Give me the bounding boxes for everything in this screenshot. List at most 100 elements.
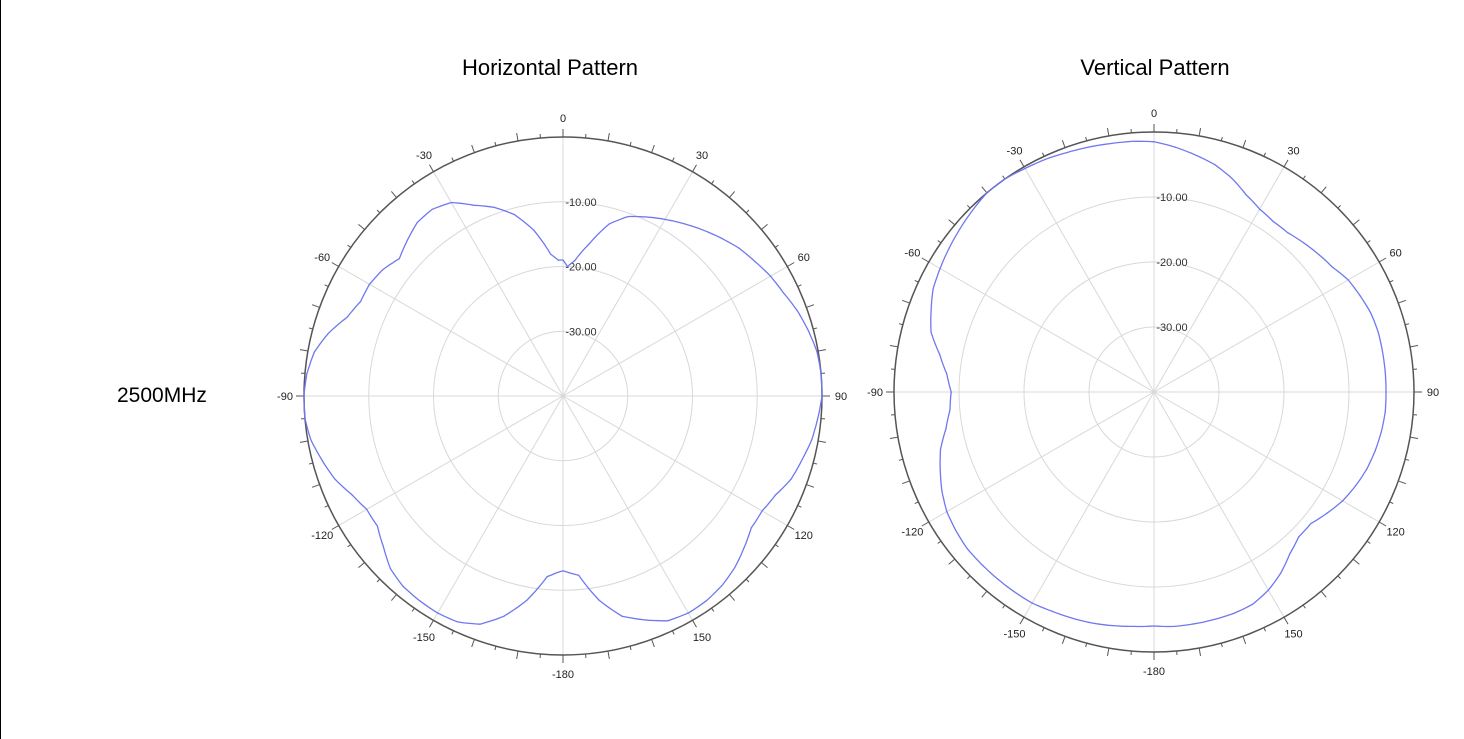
- horizontal-angle-label-1: 30: [696, 150, 708, 162]
- horizontal-tick-50: [761, 223, 768, 230]
- horizontal-data-point: [406, 239, 408, 241]
- vertical-data-point: [1013, 591, 1015, 593]
- horizontal-spoke-150: [562, 395, 693, 621]
- vertical-data-point: [945, 428, 947, 430]
- vertical-data-point: [1131, 140, 1133, 142]
- vertical-data-point: [1194, 623, 1196, 625]
- horizontal-tick-110: [806, 484, 815, 488]
- vertical-data-point: [949, 409, 951, 411]
- horizontal-data-point: [761, 510, 763, 512]
- vertical-tick-240: [921, 521, 930, 527]
- vertical-ring-label-2: -30.00: [1156, 322, 1187, 334]
- vertical-data-point: [1174, 146, 1176, 148]
- horizontal-data-point: [306, 373, 308, 375]
- vertical-tick-190: [1106, 647, 1110, 657]
- vertical-angle-label-1: 30: [1287, 145, 1299, 157]
- horizontal-data-point: [376, 525, 378, 527]
- vertical-data-point: [1245, 194, 1247, 196]
- horizontal-tick-195: [494, 646, 497, 651]
- horizontal-data-point: [568, 572, 570, 574]
- vertical-tick-310: [948, 219, 956, 226]
- vertical-data-point: [1071, 617, 1073, 619]
- horizontal-tick-285: [308, 327, 313, 330]
- vertical-data-point: [1259, 208, 1261, 210]
- vertical-tick-195: [1085, 643, 1088, 648]
- horizontal-spoke-330: [433, 171, 564, 397]
- horizontal-angle-label-0: 0: [560, 113, 566, 125]
- horizontal-tick-200: [471, 639, 475, 648]
- horizontal-tick-350: [516, 132, 519, 142]
- vertical-data-point: [1031, 602, 1033, 604]
- vertical-tick-235: [937, 540, 942, 544]
- vertical-tick-20: [1242, 139, 1247, 148]
- horizontal-data-point: [578, 574, 580, 576]
- horizontal-tick-215: [411, 607, 415, 612]
- horizontal-tick-25: [672, 157, 675, 162]
- vertical-data-point: [1195, 154, 1197, 156]
- horizontal-tick-60: [787, 262, 795, 267]
- horizontal-spoke-120: [562, 395, 788, 526]
- vertical-data-point: [1385, 391, 1387, 393]
- horizontal-data-point: [479, 623, 481, 625]
- horizontal-tick-190: [516, 650, 519, 660]
- horizontal-tick-120: [787, 525, 795, 530]
- vertical-spoke-60: [1153, 261, 1380, 393]
- horizontal-data-point: [533, 229, 535, 231]
- horizontal-data-point: [327, 332, 330, 334]
- vertical-ring-label-1: -20.00: [1156, 257, 1187, 269]
- vertical-data-point: [959, 228, 961, 230]
- vertical-tick-325: [1002, 175, 1006, 180]
- vertical-tick-100: [1409, 436, 1419, 440]
- vertical-data-point: [1380, 431, 1382, 433]
- horizontal-data-point: [382, 546, 384, 548]
- vertical-data-point: [939, 448, 942, 450]
- horizontal-data-point: [546, 576, 548, 578]
- horizontal-ring-label-2: -30.00: [565, 326, 596, 338]
- vertical-data-point: [1384, 411, 1386, 413]
- horizontal-data-point: [750, 527, 752, 529]
- vertical-tick-320: [981, 186, 988, 194]
- vertical-data-point: [1051, 610, 1053, 612]
- vertical-pattern-title: Vertical Pattern: [1080, 55, 1230, 80]
- horizontal-angle-label-7: -150: [413, 632, 435, 644]
- horizontal-tick-45: [745, 209, 750, 214]
- horizontal-data-point: [608, 223, 610, 225]
- vertical-data-point: [1298, 536, 1300, 538]
- horizontal-tick-155: [672, 630, 675, 635]
- horizontal-tick-300: [331, 262, 339, 267]
- horizontal-data-point: [667, 620, 669, 622]
- horizontal-tick-220: [390, 594, 397, 601]
- vertical-data-point: [1370, 312, 1372, 314]
- horizontal-tick-230: [358, 562, 365, 569]
- horizontal-angle-label-8: -120: [311, 530, 333, 542]
- vertical-data-point: [932, 288, 934, 290]
- vertical-data-point: [948, 247, 950, 250]
- vertical-data-point: [1317, 253, 1319, 255]
- horizontal-tick-100: [817, 440, 827, 443]
- vertical-tick-110: [1398, 480, 1407, 485]
- vertical-data-point: [1310, 523, 1312, 525]
- horizontal-tick-210: [429, 620, 434, 628]
- horizontal-data-point: [334, 478, 336, 480]
- vertical-tick-295: [914, 279, 919, 283]
- horizontal-data-point: [734, 567, 736, 569]
- horizontal-data-point: [821, 395, 823, 397]
- horizontal-data-point: [368, 283, 371, 285]
- vertical-tick-230: [948, 558, 956, 565]
- horizontal-tick-335: [451, 157, 454, 162]
- horizontal-data-point: [321, 459, 323, 462]
- horizontal-data-point: [562, 259, 564, 261]
- horizontal-tick-325: [411, 180, 415, 185]
- horizontal-tick-295: [324, 284, 329, 287]
- horizontal-data-point: [556, 572, 558, 574]
- horizontal-data-point: [416, 221, 418, 223]
- vertical-data-point: [1109, 143, 1111, 145]
- vertical-tick-285: [898, 323, 903, 326]
- vertical-tick-105: [1405, 458, 1410, 461]
- vertical-angle-label-6: -180: [1143, 666, 1165, 678]
- vertical-data-point: [1377, 331, 1379, 333]
- horizontal-data-point: [783, 292, 785, 294]
- horizontal-data-point: [687, 612, 689, 614]
- horizontal-data-point: [701, 229, 704, 231]
